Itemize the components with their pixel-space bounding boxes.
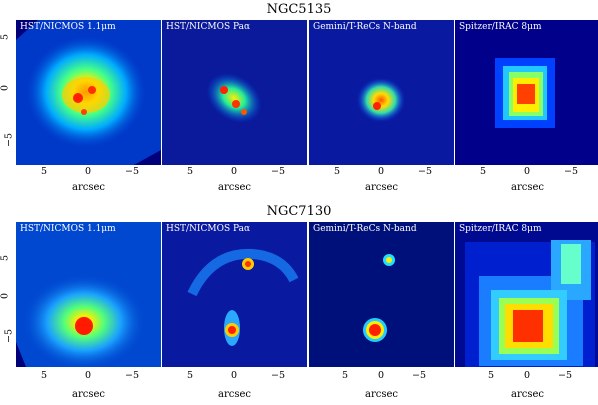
x-tick: −5 — [124, 370, 140, 381]
x-axis-ticks: 5 0 −5 — [309, 166, 454, 178]
image-ngc7130-gemini — [309, 222, 454, 367]
y-tick: 5 — [0, 33, 11, 41]
image-ngc5135-hst-paa — [162, 20, 307, 165]
x-tick: −5 — [124, 166, 140, 177]
panel-ngc7130-spitzer: Spitzer/IRAC 8μm — [455, 222, 598, 367]
x-axis-ticks: 5 0 −5 — [455, 166, 598, 178]
x-tick: 0 — [377, 166, 385, 177]
panel-ngc5135-spitzer: Spitzer/IRAC 8μm — [455, 20, 598, 165]
x-tick: −5 — [563, 166, 579, 177]
x-axis-label: arcsec — [218, 182, 251, 193]
x-axis-label: arcsec — [218, 389, 251, 400]
row-title-ngc5135: NGC5135 — [266, 2, 332, 17]
panel-label: Spitzer/IRAC 8μm — [459, 22, 542, 32]
x-axis-label: arcsec — [511, 182, 544, 193]
x-tick: 5 — [479, 166, 487, 177]
x-tick: 5 — [40, 370, 48, 381]
x-tick: 5 — [487, 370, 495, 381]
x-axis-ticks: 5 0 −5 — [455, 370, 598, 382]
image-ngc7130-spitzer — [455, 222, 598, 367]
panel-label: HST/NICMOS Paα — [166, 22, 251, 32]
x-tick: 5 — [333, 166, 341, 177]
y-axis-ticks-row1: 5 0 −5 — [0, 20, 15, 165]
x-axis-ticks: 5 0 −5 — [162, 370, 307, 382]
panel-ngc7130-hst-paa: HST/NICMOS Paα — [162, 222, 307, 367]
x-tick: 0 — [377, 370, 385, 381]
y-tick: 0 — [0, 84, 11, 92]
x-tick: −5 — [411, 370, 427, 381]
y-tick: −5 — [3, 132, 15, 148]
x-tick: 0 — [84, 370, 92, 381]
panel-ngc7130-hst-1um: HST/NICMOS 1.1μm — [16, 222, 161, 367]
panel-label: Spitzer/IRAC 8μm — [459, 224, 542, 234]
x-axis-label: arcsec — [72, 182, 105, 193]
x-tick: 5 — [341, 370, 349, 381]
x-axis-ticks: 5 0 −5 — [16, 166, 161, 178]
x-axis-label: arcsec — [365, 182, 398, 193]
x-tick: 0 — [230, 370, 238, 381]
image-ngc7130-hst-paa — [162, 222, 307, 367]
panel-label: Gemini/T-ReCs N-band — [313, 224, 417, 234]
x-axis-ticks: 5 0 −5 — [309, 370, 454, 382]
y-tick: 5 — [0, 254, 11, 262]
image-ngc5135-hst-1um — [16, 20, 161, 165]
panel-label: HST/NICMOS 1.1μm — [20, 224, 116, 234]
x-axis-label: arcsec — [72, 389, 105, 400]
y-tick: −5 — [3, 328, 15, 344]
x-axis-ticks: 5 0 −5 — [162, 166, 307, 178]
row-title-ngc7130: NGC7130 — [266, 204, 332, 219]
panel-label: Gemini/T-ReCs N-band — [313, 22, 417, 32]
x-tick: −5 — [417, 166, 433, 177]
x-tick: −5 — [270, 166, 286, 177]
x-axis-label: arcsec — [365, 389, 398, 400]
x-axis-ticks: 5 0 −5 — [16, 370, 161, 382]
x-axis-label: arcsec — [511, 389, 544, 400]
panel-label: HST/NICMOS 1.1μm — [20, 22, 116, 32]
panel-label: HST/NICMOS Paα — [166, 224, 251, 234]
x-tick: 0 — [84, 166, 92, 177]
x-tick: 5 — [186, 166, 194, 177]
x-tick: 5 — [40, 166, 48, 177]
x-tick: 0 — [523, 166, 531, 177]
y-tick: 0 — [0, 292, 11, 300]
panel-ngc5135-hst-paa: HST/NICMOS Paα — [162, 20, 307, 165]
y-axis-ticks-row2: 5 0 −5 — [0, 222, 15, 367]
x-tick: −5 — [557, 370, 573, 381]
image-ngc5135-gemini — [309, 20, 454, 165]
x-tick: 0 — [523, 370, 531, 381]
x-tick: 5 — [186, 370, 194, 381]
x-tick: 0 — [230, 166, 238, 177]
panel-ngc5135-hst-1um: HST/NICMOS 1.1μm — [16, 20, 161, 165]
panel-ngc5135-gemini: Gemini/T-ReCs N-band — [309, 20, 454, 165]
panel-ngc7130-gemini: Gemini/T-ReCs N-band — [309, 222, 454, 367]
image-ngc7130-hst-1um — [16, 222, 161, 367]
x-tick: −5 — [270, 370, 286, 381]
image-ngc5135-spitzer — [455, 20, 598, 165]
